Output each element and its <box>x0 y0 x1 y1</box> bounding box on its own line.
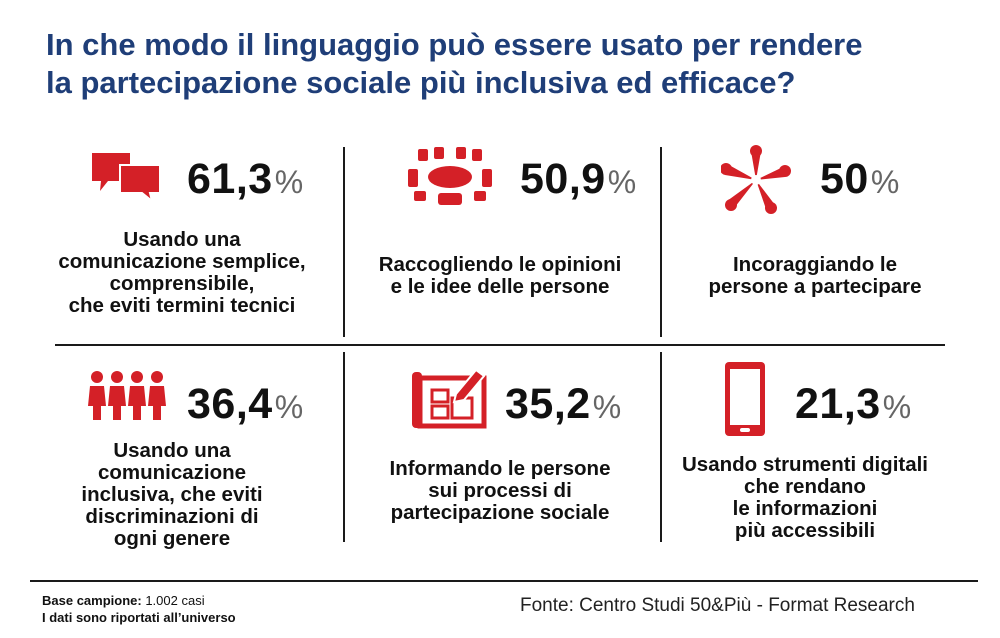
title-line-1: In che modo il linguaggio può essere usa… <box>46 27 863 62</box>
page-title: In che modo il linguaggio può essere usa… <box>46 26 966 102</box>
meeting-table-icon <box>408 147 492 205</box>
base-label: Base campione: <box>42 593 142 608</box>
stat-label-1: Usando una comunicazione semplice, compr… <box>58 228 306 317</box>
smartphone-icon <box>725 362 765 436</box>
base-value: 1.002 casi <box>145 593 205 608</box>
stat-value-2: 50,9% <box>520 155 637 203</box>
stat-label-4: Usando una comunicazione inclusiva, che … <box>81 439 263 550</box>
people-group-icon <box>88 371 166 420</box>
grid-divider-v4 <box>660 352 662 542</box>
joined-hands-icon <box>721 145 791 214</box>
stat-value-5: 35,2% <box>505 380 622 428</box>
stat-value-3: 50% <box>820 155 900 203</box>
stat-label-3: Incoraggiando le persone a partecipare <box>708 253 922 298</box>
stat-card-2: 50,9% Raccogliendo le opinioni e le idee… <box>350 145 650 340</box>
note-value: all’universo <box>163 610 236 625</box>
source-credit: Fonte: Centro Studi 50&Più - Format Rese… <box>520 595 915 616</box>
stat-value-4: 36,4% <box>187 380 304 428</box>
planning-document-icon <box>412 368 487 429</box>
stat-card-4: 36,4% Usando una comunicazione inclusiva… <box>32 360 332 555</box>
stat-card-5: 35,2% Informando le persone sui processi… <box>350 360 650 555</box>
speech-bubbles-icon <box>92 153 161 203</box>
stat-card-3: 50% Incoraggiando le persone a partecipa… <box>665 145 965 340</box>
title-line-2: la partecipazione sociale più inclusiva … <box>46 65 796 100</box>
stat-card-6: 21,3% Usando strumenti digitali che rend… <box>665 360 965 555</box>
stat-card-1: 61,3% Usando una comunicazione semplice,… <box>32 145 332 340</box>
footer-divider <box>30 580 978 582</box>
stat-label-2: Raccogliendo le opinioni e le idee delle… <box>378 253 622 298</box>
stat-value-1: 61,3% <box>187 155 304 203</box>
stat-label-6: Usando strumenti digitali che rendano le… <box>681 453 929 542</box>
sample-note: Base campione: 1.002 casi I dati sono ri… <box>42 592 236 626</box>
grid-divider-v1 <box>343 147 345 337</box>
grid-divider-h <box>55 344 945 346</box>
grid-divider-v2 <box>660 147 662 337</box>
stat-value-6: 21,3% <box>795 380 912 428</box>
stat-label-5: Informando le persone sui processi di pa… <box>389 457 611 524</box>
grid-divider-v3 <box>343 352 345 542</box>
note-label: I dati sono riportati <box>42 610 160 625</box>
